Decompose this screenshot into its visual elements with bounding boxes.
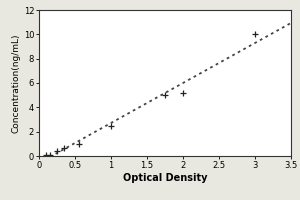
X-axis label: Optical Density: Optical Density	[123, 173, 207, 183]
Y-axis label: Concentration(ng/mL): Concentration(ng/mL)	[12, 33, 21, 133]
